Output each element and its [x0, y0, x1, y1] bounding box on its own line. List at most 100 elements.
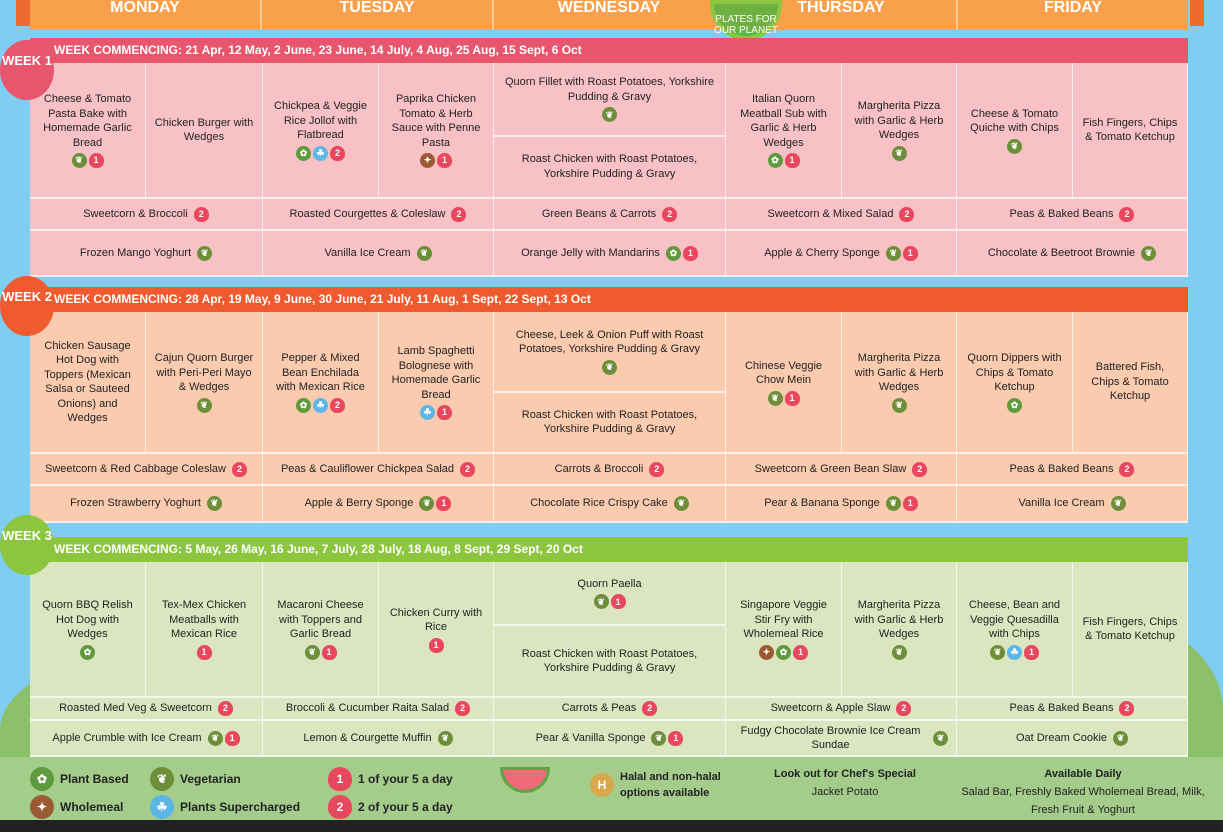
- side-dish-label: Sweetcorn & Red Cabbage Coleslaw: [45, 462, 226, 475]
- main-dish-label: Cheese & Tomato Pasta Bake with Homemade…: [43, 93, 132, 149]
- dietary-icons: ❦ 1: [419, 496, 452, 511]
- main-dish-label: Fish Fingers, Chips & Tomato Ketchup: [1082, 615, 1178, 643]
- dietary-icons: 2: [1119, 701, 1135, 716]
- side-dish: Sweetcorn & Apple Slaw 2: [726, 698, 957, 721]
- vegetarian-icon: ❦: [71, 153, 87, 168]
- side-dish: Sweetcorn & Mixed Salad 2: [726, 199, 957, 231]
- plants-supercharged-icon: ☘: [313, 145, 328, 161]
- plants-supercharged-icon: ☘: [150, 795, 174, 819]
- dessert-content: Fudgy Chocolate Brownie Ice Cream Sundae…: [734, 724, 948, 753]
- main-dish-label: Lamb Spaghetti Bolognese with Homemade G…: [391, 345, 481, 401]
- main-dish: Quorn BBQ Relish Hot Dog with Wedges ✿: [30, 562, 146, 698]
- main-dish-content: Fish Fingers, Chips & Tomato Ketchup: [1081, 116, 1179, 145]
- main-dish-label: Fish Fingers, Chips & Tomato Ketchup: [1082, 116, 1178, 144]
- dessert-label: Oat Dream Cookie: [1015, 731, 1108, 744]
- menu-grid: Quorn BBQ Relish Hot Dog with Wedges ✿ Tex…: [30, 562, 1188, 757]
- wednesday-mains: Cheese, Leek & Onion Puff with Roast Pot…: [494, 312, 726, 454]
- dietary-icons: ❦: [933, 730, 948, 746]
- dessert-label: Vanilla Ice Cream: [1018, 497, 1105, 510]
- side-dish-content: Sweetcorn & Red Cabbage Coleslaw 2: [45, 461, 247, 477]
- vegetarian-icon: ❦: [885, 496, 901, 511]
- two-of-five-icon: 2: [1119, 701, 1135, 716]
- main-dish: Battered Fish, Chips & Tomato Ketchup: [1073, 312, 1188, 454]
- dietary-icons: ❦: [891, 397, 907, 413]
- dietary-icons: ✿ ☘ 2: [296, 145, 345, 161]
- vegetarian-icon: ❦: [891, 397, 907, 413]
- two-of-five-icon: 2: [330, 145, 345, 161]
- dietary-icons: ❦: [891, 145, 907, 161]
- dessert-content: Chocolate Rice Crispy Cake ❦: [530, 496, 689, 511]
- main-dish: Roast Chicken with Roast Potatoes, Yorks…: [494, 626, 725, 696]
- ribbon-left: [16, 0, 30, 26]
- vegetarian-icon: ❦: [197, 245, 213, 261]
- dessert: Lemon & Courgette Muffin ❦: [263, 721, 494, 757]
- main-dish-label: Quorn Fillet with Roast Potatoes, Yorksh…: [504, 76, 715, 103]
- vegetarian-icon: ❦: [437, 730, 453, 746]
- dessert-content: Vanilla Ice Cream ❦: [1019, 496, 1126, 511]
- menu-grid: Chicken Sausage Hot Dog with Toppers (Me…: [30, 312, 1188, 523]
- main-dish-label: Chicken Burger with Wedges: [154, 116, 254, 144]
- dietary-icons: ☘ 1: [420, 405, 452, 420]
- chef-special-item: Jacket Potato: [811, 786, 879, 798]
- side-dish: Roasted Med Veg & Sweetcorn 2: [30, 698, 263, 721]
- two-of-five-icon: 2: [232, 461, 247, 477]
- main-dish-content: Chickpea & Veggie Rice Jollof with Flatb…: [271, 99, 370, 161]
- side-dish-content: Peas & Baked Beans 2: [1010, 461, 1135, 477]
- dessert: Apple & Berry Sponge ❦ 1: [263, 486, 494, 523]
- main-dish-label: Quorn Paella: [577, 577, 642, 590]
- side-dish-content: Sweetcorn & Mixed Salad 2: [768, 206, 915, 222]
- two-of-five-icon: 2: [455, 701, 471, 716]
- side-dish-content: Peas & Baked Beans 2: [1010, 701, 1135, 716]
- side-dish-label: Sweetcorn & Apple Slaw: [770, 702, 891, 715]
- dietary-icons: ❦: [1141, 245, 1157, 261]
- main-dish: Margherita Pizza with Garlic & Herb Wedg…: [842, 562, 957, 698]
- dessert-label: Pear & Vanilla Sponge: [535, 731, 646, 744]
- main-dish-label: Chinese Veggie Chow Mein: [744, 359, 823, 387]
- main-dish: Cheese & Tomato Pasta Bake with Homemade…: [30, 63, 146, 199]
- main-dish-content: Margherita Pizza with Garlic & Herb Wedg…: [850, 598, 948, 660]
- main-dish-content: Roast Chicken with Roast Potatoes, Yorks…: [502, 152, 717, 181]
- day-wednesday: WEDNESDAY: [494, 0, 726, 30]
- dietary-icons: 1: [196, 644, 212, 660]
- dietary-icons: ❦: [1007, 138, 1022, 154]
- day-friday: FRIDAY: [1043, 0, 1103, 16]
- plates-for-our-planet-logo: PLATES FOR OUR PLANET: [710, 0, 782, 40]
- main-dish-content: Roast Chicken with Roast Potatoes, Yorks…: [502, 647, 717, 676]
- main-dish-label: Chicken Sausage Hot Dog with Toppers (Me…: [44, 339, 131, 425]
- vegetarian-icon: ❦: [990, 644, 1005, 660]
- side-dish: Peas & Baked Beans 2: [957, 199, 1188, 231]
- main-dish: Chicken Curry with Rice 1: [379, 562, 494, 698]
- main-dish-content: Lamb Spaghetti Bolognese with Homemade G…: [387, 344, 485, 420]
- chef-special-title: Look out for Chef's Special: [774, 768, 916, 780]
- main-dish-content: Quorn BBQ Relish Hot Dog with Wedges ✿: [38, 598, 137, 660]
- dessert-label: Lemon & Courgette Muffin: [303, 731, 432, 744]
- vegetarian-icon: ❦: [207, 730, 223, 746]
- side-dish-content: Roasted Courgettes & Coleslaw 2: [290, 206, 467, 222]
- dietary-icons: 2: [662, 206, 678, 222]
- vegetarian-icon: ❦: [196, 397, 212, 413]
- legend-halal: H Halal and non-halal options available: [590, 769, 740, 801]
- weekday-header-bar: MONDAY TUESDAY WEDNESDAY THURSDAY FRIDAY: [30, 0, 1188, 30]
- side-dish-content: Sweetcorn & Broccoli 2: [83, 206, 209, 222]
- side-dish-content: Carrots & Peas 2: [562, 701, 658, 716]
- dessert-content: Lemon & Courgette Muffin ❦: [303, 730, 453, 746]
- main-dish-content: Chinese Veggie Chow Mein ❦ 1: [734, 359, 833, 406]
- main-dish: Pepper & Mixed Bean Enchilada with Mexic…: [263, 312, 379, 454]
- dessert-label: Chocolate Rice Crispy Cake: [530, 497, 668, 510]
- dessert-label: Apple Crumble with Ice Cream: [52, 731, 202, 744]
- main-dish-content: Quorn Dippers with Chips & Tomato Ketchu…: [965, 351, 1064, 413]
- main-dish: Chicken Burger with Wedges: [146, 63, 263, 199]
- dessert-content: Apple Crumble with Ice Cream ❦ 1: [52, 730, 240, 746]
- dessert-content: Frozen Mango Yoghurt ❦: [80, 245, 213, 261]
- plant-based-icon: ✿: [776, 644, 791, 660]
- dietary-icons: ✦ 1: [420, 153, 452, 168]
- one-of-five-icon: 1: [224, 730, 240, 746]
- main-dish-label: Quorn Dippers with Chips & Tomato Ketchu…: [967, 352, 1062, 394]
- dessert-content: Pear & Banana Sponge ❦ 1: [764, 496, 918, 511]
- main-dish-label: Tex-Mex Chicken Meatballs with Mexican R…: [161, 599, 247, 641]
- ribbon-right: [1190, 0, 1204, 26]
- two-of-five-icon: 2: [217, 701, 233, 716]
- dessert-content: Chocolate & Beetroot Brownie ❦: [988, 245, 1157, 261]
- dessert: Vanilla Ice Cream ❦: [957, 486, 1188, 523]
- main-dish-label: Singapore Veggie Stir Fry with Wholemeal…: [740, 599, 827, 641]
